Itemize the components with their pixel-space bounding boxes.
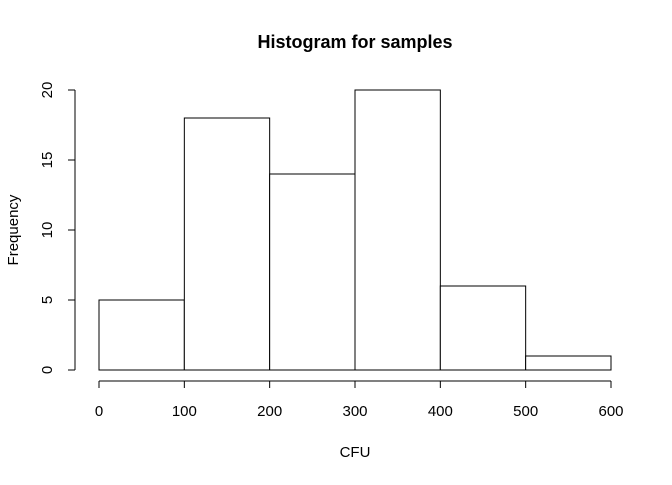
x-tick-label-1: 100 (172, 403, 197, 420)
histogram-bar-6 (525, 355, 612, 371)
x-tick-label-0: 0 (95, 403, 103, 420)
y-tick-label-1: 5 (39, 296, 56, 304)
x-tick-label-2: 200 (257, 403, 282, 420)
y-axis: 0 5 10 15 20 (39, 82, 76, 374)
y-axis-label: Frequency (5, 194, 22, 265)
bars (98, 89, 612, 371)
x-tick-label-4: 400 (428, 403, 453, 420)
histogram-bar-2 (183, 117, 271, 371)
x-tick-label-3: 300 (342, 403, 367, 420)
histogram-bar-1 (98, 299, 185, 371)
histogram-bar-4 (354, 89, 441, 371)
y-tick-label-4: 20 (39, 82, 56, 99)
x-axis: 0 100 200 300 400 500 600 (95, 380, 624, 420)
chart-title: Histogram for samples (257, 32, 452, 52)
histogram-bar-3 (269, 173, 356, 371)
x-tick-label-5: 500 (513, 403, 538, 420)
y-tick-label-0: 0 (39, 366, 56, 374)
x-tick-label-6: 600 (598, 403, 623, 420)
histogram-bar-5 (439, 285, 527, 371)
y-tick-label-2: 10 (39, 222, 56, 239)
y-tick-label-3: 15 (39, 152, 56, 169)
x-axis-label: CFU (340, 444, 371, 461)
